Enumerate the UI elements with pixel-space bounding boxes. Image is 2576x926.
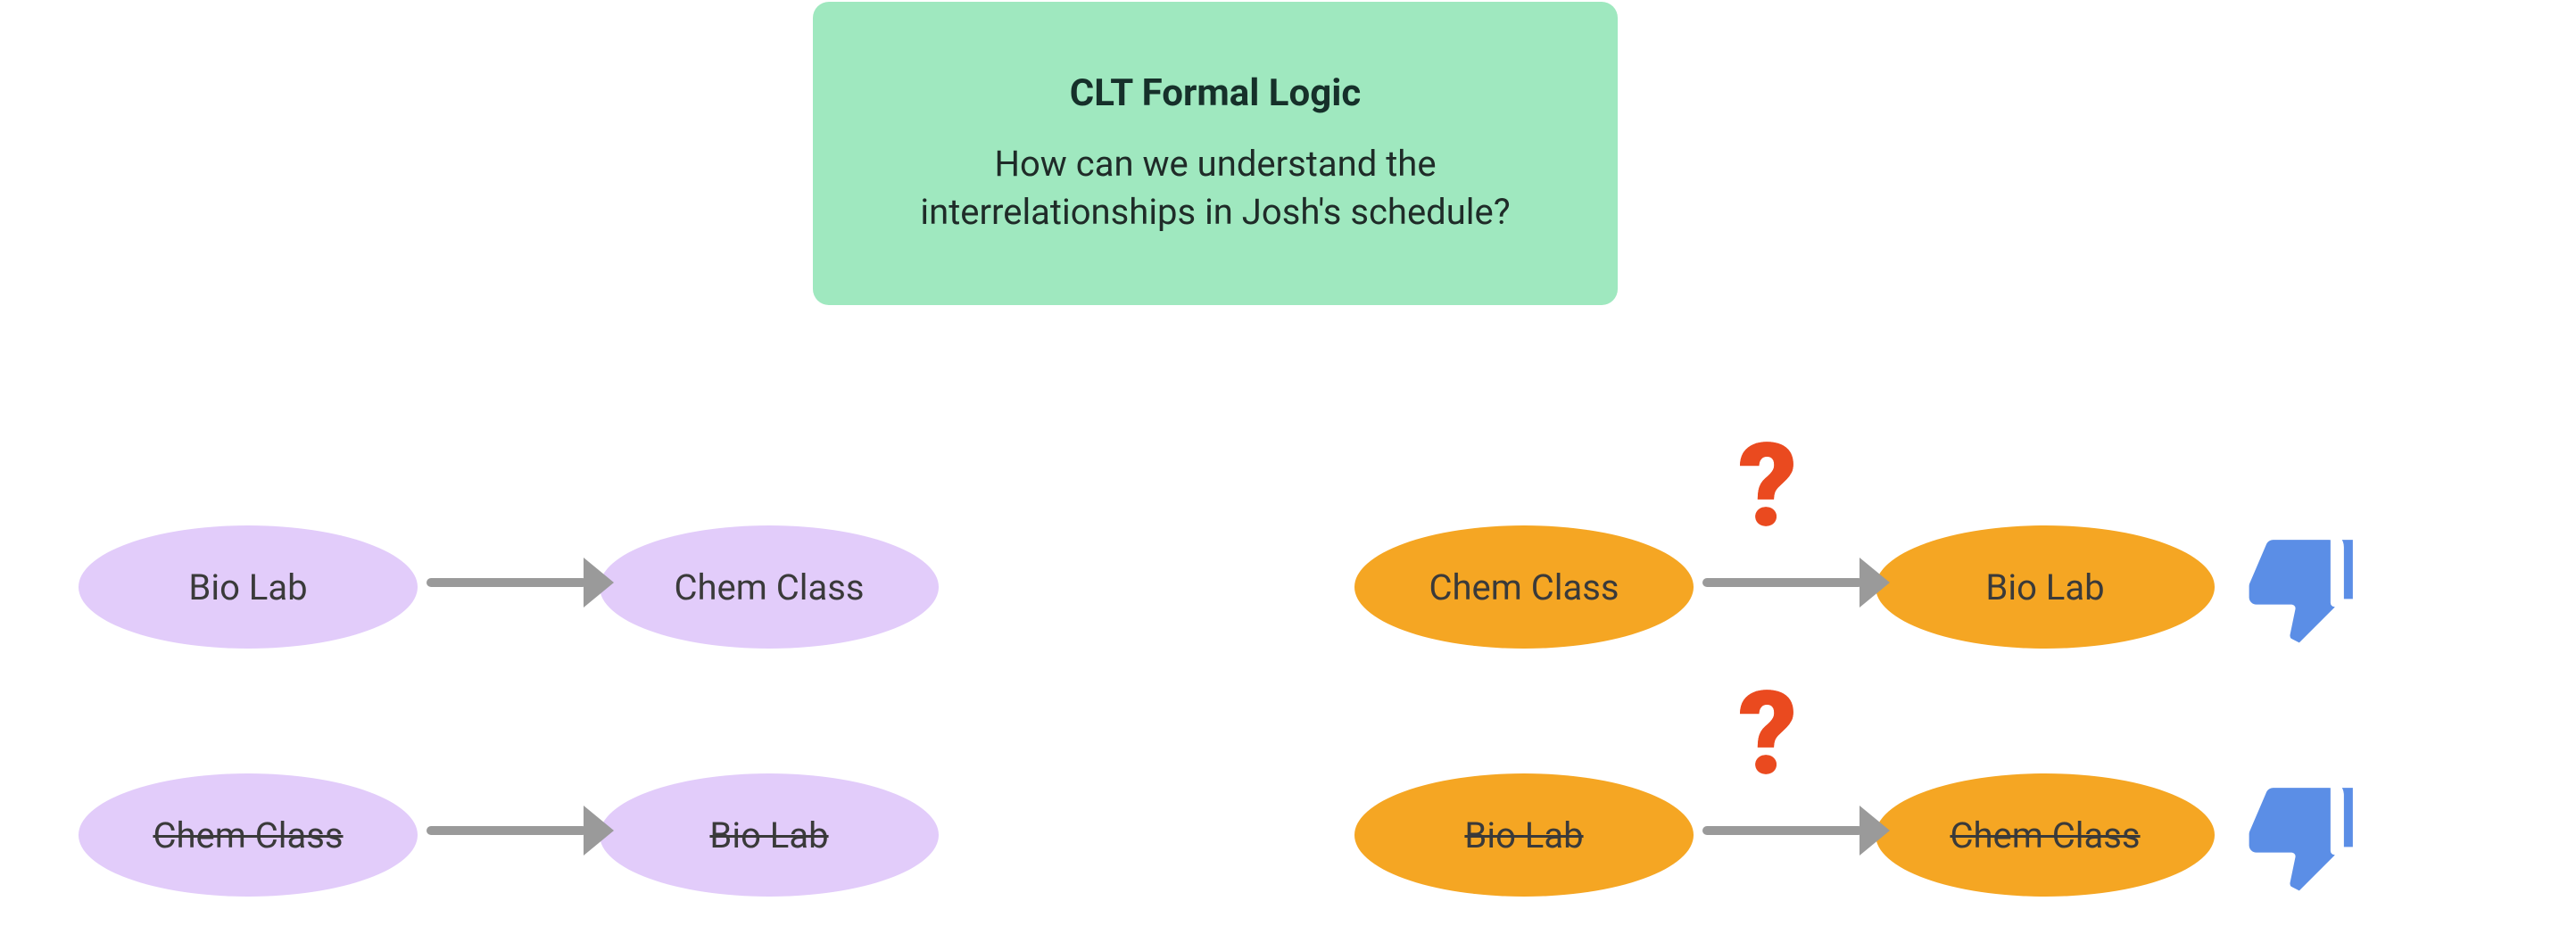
question-mark-icon: ? <box>1738 666 1797 802</box>
arrow-1 <box>427 558 612 608</box>
node-bio-lab-2: Bio Lab <box>600 773 939 897</box>
header-title: CLT Formal Logic <box>1070 71 1361 115</box>
header-body: How can we understand the interrelations… <box>866 140 1564 236</box>
node-label: Chem Class <box>153 814 343 856</box>
node-bio-lab-4: Bio Lab <box>1354 773 1694 897</box>
arrow-4 <box>1702 806 1888 856</box>
node-label: Bio Lab <box>709 814 828 856</box>
node-label: Chem Class <box>674 566 864 608</box>
thumbs-down-icon <box>2240 519 2373 653</box>
question-mark-icon: ? <box>1738 418 1797 554</box>
node-bio-lab-3: Bio Lab <box>1876 525 2215 649</box>
node-chem-class-4: Chem Class <box>1876 773 2215 897</box>
node-label: Chem Class <box>1950 814 2140 856</box>
thumbs-down-icon <box>2240 767 2373 901</box>
node-chem-class-1: Chem Class <box>600 525 939 649</box>
node-chem-class-3: Chem Class <box>1354 525 1694 649</box>
arrow-3 <box>1702 558 1888 608</box>
node-label: Bio Lab <box>188 566 307 608</box>
arrow-2 <box>427 806 612 856</box>
node-bio-lab-1: Bio Lab <box>79 525 418 649</box>
node-label: Bio Lab <box>1464 814 1583 856</box>
node-label: Chem Class <box>1429 566 1619 608</box>
header-box: CLT Formal Logic How can we understand t… <box>813 2 1618 305</box>
node-label: Bio Lab <box>1985 566 2104 608</box>
node-chem-class-2: Chem Class <box>79 773 418 897</box>
